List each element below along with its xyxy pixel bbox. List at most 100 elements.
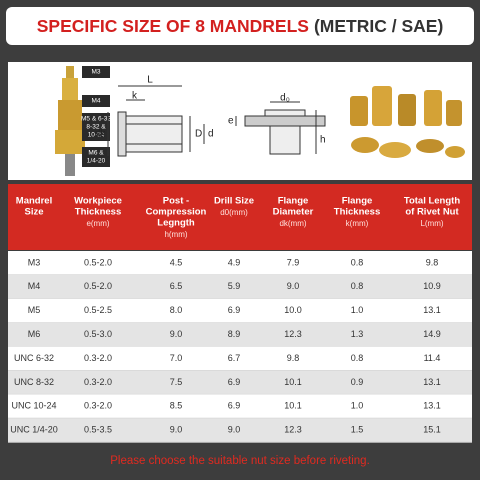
table-row <box>8 346 472 371</box>
table-cell: 0.5-2.5 <box>84 305 112 315</box>
table-header <box>8 184 472 250</box>
label-k: k <box>132 91 138 102</box>
table-cell: 13.1 <box>423 401 441 411</box>
drill-label: M5 & 6-32 <box>81 116 111 123</box>
column-unit: dk(mm) <box>279 219 306 228</box>
table-row <box>8 298 472 323</box>
table-cell: 15.1 <box>423 425 441 435</box>
table-cell: 10.9 <box>423 281 441 291</box>
table-cell: 6.9 <box>228 377 241 387</box>
column-header: Thickness <box>75 207 121 218</box>
table-cell: UNC 8-32 <box>14 377 54 387</box>
label-dk: dk <box>95 129 107 140</box>
drill-label: M6 & <box>88 150 104 157</box>
table-cell: 0.3-2.0 <box>84 401 112 411</box>
table-cell: M6 <box>28 329 41 339</box>
table-cell: 0.5-3.5 <box>84 425 112 435</box>
table-cell: 14.9 <box>423 329 441 339</box>
column-header: Thickness <box>334 207 380 218</box>
table-cell: 8.0 <box>170 305 183 315</box>
table-cell: 7.0 <box>170 353 183 363</box>
table-cell: M5 <box>28 305 41 315</box>
drill-label: M3 <box>91 69 100 76</box>
table-cell: 0.8 <box>351 281 364 291</box>
column-unit: e(mm) <box>86 219 109 228</box>
table-row <box>8 394 472 419</box>
label-d: d <box>208 129 214 140</box>
column-header: Drill Size <box>214 196 254 207</box>
title-bar <box>6 7 474 45</box>
table-cell: 13.1 <box>423 305 441 315</box>
table-cell: 12.3 <box>284 425 302 435</box>
drill-label: 8-32 & <box>86 124 106 131</box>
table-cell: 8.5 <box>170 401 183 411</box>
footer-note: Please choose the suitable nut size befo… <box>110 455 370 467</box>
table-row <box>8 251 472 275</box>
table-cell: 10.1 <box>284 377 302 387</box>
column-header: Diameter <box>273 207 314 218</box>
table-cell: 0.8 <box>351 353 364 363</box>
table-row <box>8 370 472 395</box>
table-cell: 6.7 <box>228 353 241 363</box>
table-row <box>8 322 472 347</box>
column-header: of Rivet Nut <box>405 207 459 218</box>
drill-label: 10-24 <box>88 132 105 139</box>
label-d0: d₀ <box>280 93 290 104</box>
table-cell: 7.9 <box>287 257 300 267</box>
table-cell: 5.9 <box>228 281 241 291</box>
table-row <box>8 274 472 299</box>
step-drill <box>55 66 85 176</box>
column-header: Workpiece <box>74 196 122 207</box>
table-cell: 10.1 <box>284 401 302 411</box>
table-cell: 9.8 <box>287 353 300 363</box>
table-cell: 13.1 <box>423 377 441 387</box>
table-cell: 9.0 <box>287 281 300 291</box>
table-cell: 0.3-2.0 <box>84 353 112 363</box>
column-header: Post - <box>163 196 189 207</box>
table-cell: 10.0 <box>284 305 302 315</box>
table-cell: 0.8 <box>351 257 364 267</box>
drill-label: 1/4-20 <box>87 158 106 165</box>
table-cell: 0.5-2.0 <box>84 257 112 267</box>
install-diagram <box>235 101 326 155</box>
drill-label: M4 <box>91 98 100 105</box>
table-cell: 1.0 <box>351 305 364 315</box>
drill-label-box <box>82 147 110 167</box>
column-header: Total Length <box>404 196 460 207</box>
label-D: D <box>195 129 202 140</box>
table-cell: M3 <box>28 257 41 267</box>
table-cell: 8.9 <box>228 329 241 339</box>
drill-label-box <box>82 113 110 141</box>
table-cell: M4 <box>28 281 41 291</box>
column-header: Compression <box>146 207 207 218</box>
table-row <box>8 418 472 443</box>
column-header: Mandrel <box>16 196 52 207</box>
label-e: e <box>228 116 234 127</box>
title-sub: (METRIC / SAE) <box>314 16 443 36</box>
column-header: Flange <box>278 196 309 207</box>
drill-labels: M3 M4 M5 & 6-328-32 &10-24 M6 &1/4-20 <box>81 66 111 167</box>
table-cell: 1.0 <box>351 401 364 411</box>
column-header: Legngth <box>157 218 195 229</box>
table-cell: 9.0 <box>228 425 241 435</box>
table-cell: 9.8 <box>426 257 439 267</box>
title: SPECIFIC SIZE OF 8 MANDRELS (METRIC / SAE… <box>37 16 444 36</box>
column-unit: L(mm) <box>420 219 443 228</box>
column-unit: k(mm) <box>346 219 369 228</box>
rivet-diagram <box>107 85 205 157</box>
column-header: Size <box>24 207 43 218</box>
table-cell: 4.9 <box>228 257 241 267</box>
table-cell: UNC 6-32 <box>14 353 54 363</box>
table-cell: 0.5-2.0 <box>84 281 112 291</box>
table-cell: 0.3-2.0 <box>84 377 112 387</box>
table-cell: 7.5 <box>170 377 183 387</box>
drill-label-box <box>82 66 110 78</box>
table-cell: 12.3 <box>284 329 302 339</box>
nuts-photo <box>350 86 465 158</box>
table-cell: UNC 1/4-20 <box>10 425 58 435</box>
drill-label-box <box>82 95 110 107</box>
table-cell: 1.5 <box>351 425 364 435</box>
